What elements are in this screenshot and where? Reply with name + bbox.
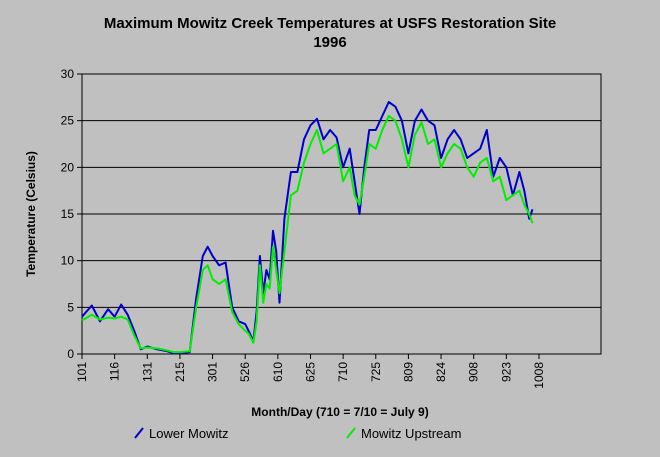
y-tick-label: 30 [61, 67, 75, 81]
legend-swatch-0 [134, 427, 144, 439]
y-tick-label: 0 [67, 347, 74, 361]
x-tick-label: 1008 [532, 362, 546, 389]
y-tick-label: 5 [67, 300, 74, 314]
x-tick-label: 908 [467, 362, 481, 382]
y-tick-label: 10 [61, 254, 75, 268]
y-tick-label: 15 [61, 207, 75, 221]
grid-lines [82, 120, 601, 308]
x-tick-label: 526 [238, 362, 252, 382]
y-tick-label: 20 [61, 160, 75, 174]
x-tick-label: 923 [499, 362, 513, 382]
x-tick-label: 116 [108, 362, 122, 381]
chart-title-line-2: 1996 [313, 34, 347, 51]
x-tick-label: 215 [173, 362, 187, 382]
series-lines [81, 101, 534, 355]
x-tick-label: 824 [434, 362, 448, 382]
x-tick-label: 809 [401, 362, 415, 382]
legend-label-1: Mowitz Upstream [361, 426, 461, 441]
y-axis-title: Temperature (Celsius) [24, 151, 38, 277]
x-tick-label: 725 [369, 362, 383, 382]
series-line-1 [81, 115, 534, 354]
x-tick-label: 625 [303, 362, 317, 382]
chart-title-line-1: Maximum Mowitz Creek Temperatures at USF… [103, 15, 557, 32]
x-axis-ticks: 101 116 131 215 301 526 610 625 710 725 809 824 908 9… [75, 354, 546, 389]
x-axis-title: Month/Day (710 = 7/10 = July 9) [251, 405, 428, 419]
x-tick-label: 710 [336, 362, 350, 382]
series-line-0 [81, 101, 534, 355]
y-tick-label: 25 [61, 114, 75, 128]
chart-title: Maximum Mowitz Creek Temperatures at USF… [0, 14, 660, 52]
legend: Lower Mowitz Mowitz Upstream [134, 426, 461, 441]
x-tick-label: 101 [75, 362, 89, 382]
legend-swatch-1 [346, 427, 356, 439]
x-tick-label: 610 [271, 362, 285, 382]
y-axis-ticks: 0 5 10 15 20 25 30 [61, 67, 82, 361]
x-tick-label: 131 [140, 362, 154, 382]
legend-label-0: Lower Mowitz [149, 426, 228, 441]
x-tick-label: 301 [206, 362, 220, 382]
